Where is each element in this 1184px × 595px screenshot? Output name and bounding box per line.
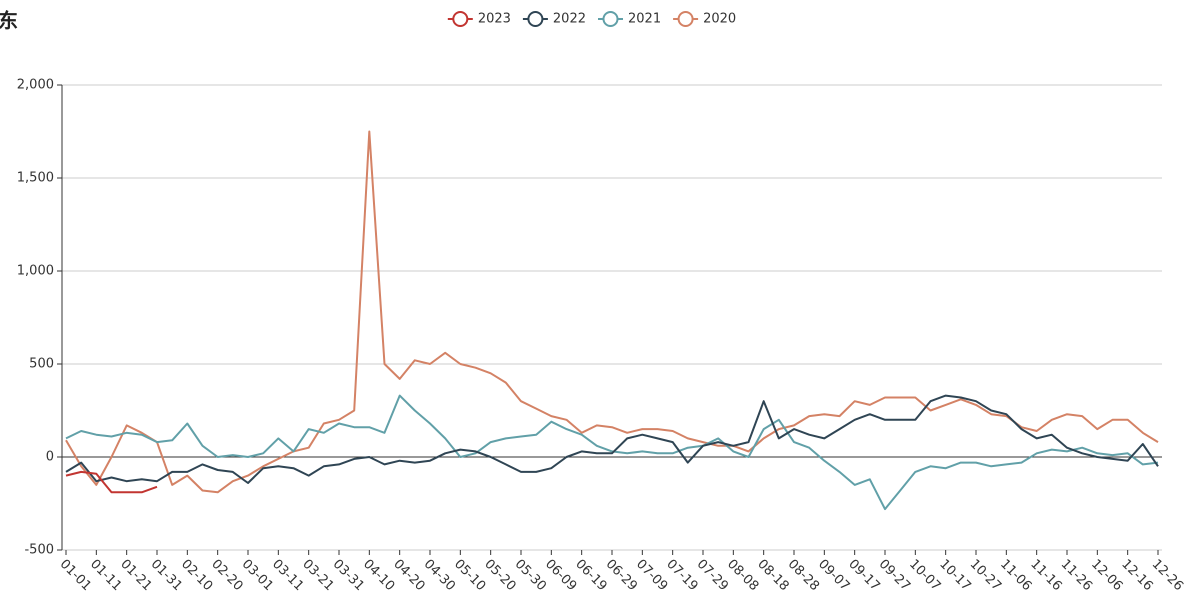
- legend-item: 2020: [673, 11, 736, 27]
- legend-label: 2020: [703, 12, 736, 27]
- x-tick-label: 03-21: [299, 557, 336, 594]
- x-tick-label: 11-06: [997, 557, 1034, 594]
- x-tick-label: 06-19: [572, 557, 609, 594]
- legend-symbol: [452, 11, 469, 27]
- x-tick-label: 09-27: [876, 557, 913, 594]
- legend-symbol: [527, 11, 544, 27]
- series-line: [65, 130, 1159, 494]
- x-tick-label: 06-09: [542, 557, 579, 594]
- x-tick-label: 01-01: [57, 557, 94, 594]
- x-tick-label: 08-28: [785, 557, 822, 594]
- y-tick-label: 1,000: [17, 264, 54, 279]
- series-line: [65, 470, 158, 494]
- legend-label: 2023: [478, 12, 511, 27]
- x-tick-label: 02-10: [178, 557, 215, 594]
- x-tick-label: 07-19: [663, 557, 700, 594]
- x-tick-label: 01-21: [117, 557, 154, 594]
- x-tick-label: 04-30: [421, 557, 458, 594]
- x-tick-label: 12-06: [1088, 557, 1125, 594]
- x-tick-label: 03-01: [239, 557, 276, 594]
- x-tick-label: 08-18: [754, 557, 791, 594]
- x-tick-label: 10-27: [967, 557, 1004, 594]
- legend-symbol: [602, 11, 619, 27]
- x-tick-label: 03-11: [269, 557, 306, 594]
- x-tick-label: 02-20: [208, 557, 245, 594]
- series-line: [65, 394, 1159, 511]
- legend: 2023 2022 2021 2020: [447, 11, 736, 27]
- y-tick-label: 500: [29, 357, 54, 372]
- chart-title: 东: [0, 9, 18, 33]
- x-tick-label: 06-29: [603, 557, 640, 594]
- x-tick-label: 03-31: [330, 557, 367, 594]
- x-tick-label: 04-20: [390, 557, 427, 594]
- x-tick-label: 09-17: [845, 557, 882, 594]
- x-tick-label: 04-10: [360, 557, 397, 594]
- x-tick-label: 10-17: [936, 557, 973, 594]
- x-tick-label: 12-16: [1118, 557, 1155, 594]
- legend-symbol: [677, 11, 694, 27]
- legend-item: 2023: [447, 11, 511, 27]
- y-tick-label: 0: [46, 450, 54, 465]
- x-tick-label: 12-26: [1149, 557, 1184, 594]
- x-tick-label: 09-07: [815, 557, 852, 594]
- x-tick-label: 01-11: [87, 557, 124, 594]
- legend-label: 2022: [553, 12, 586, 27]
- y-tick-label: -500: [24, 543, 54, 558]
- legend-item: 2022: [522, 11, 586, 27]
- x-tick-label: 07-29: [694, 557, 731, 594]
- x-tick-label: 05-30: [512, 557, 549, 594]
- series-line: [65, 394, 1159, 484]
- x-tick-label: 07-09: [633, 557, 670, 594]
- x-tick-label: 11-16: [1027, 557, 1064, 594]
- legend-item: 2021: [598, 11, 661, 27]
- legend-label: 2021: [628, 12, 661, 27]
- x-tick-label: 08-08: [724, 557, 761, 594]
- y-tick-label: 1,500: [17, 171, 54, 186]
- x-tick-label: 05-20: [481, 557, 518, 594]
- x-tick-label: 05-10: [451, 557, 488, 594]
- x-tick-label: 01-31: [148, 557, 185, 594]
- x-tick-label: 10-07: [906, 557, 943, 594]
- x-tick-label: 11-26: [1058, 557, 1095, 594]
- y-tick-label: 2,000: [17, 78, 54, 93]
